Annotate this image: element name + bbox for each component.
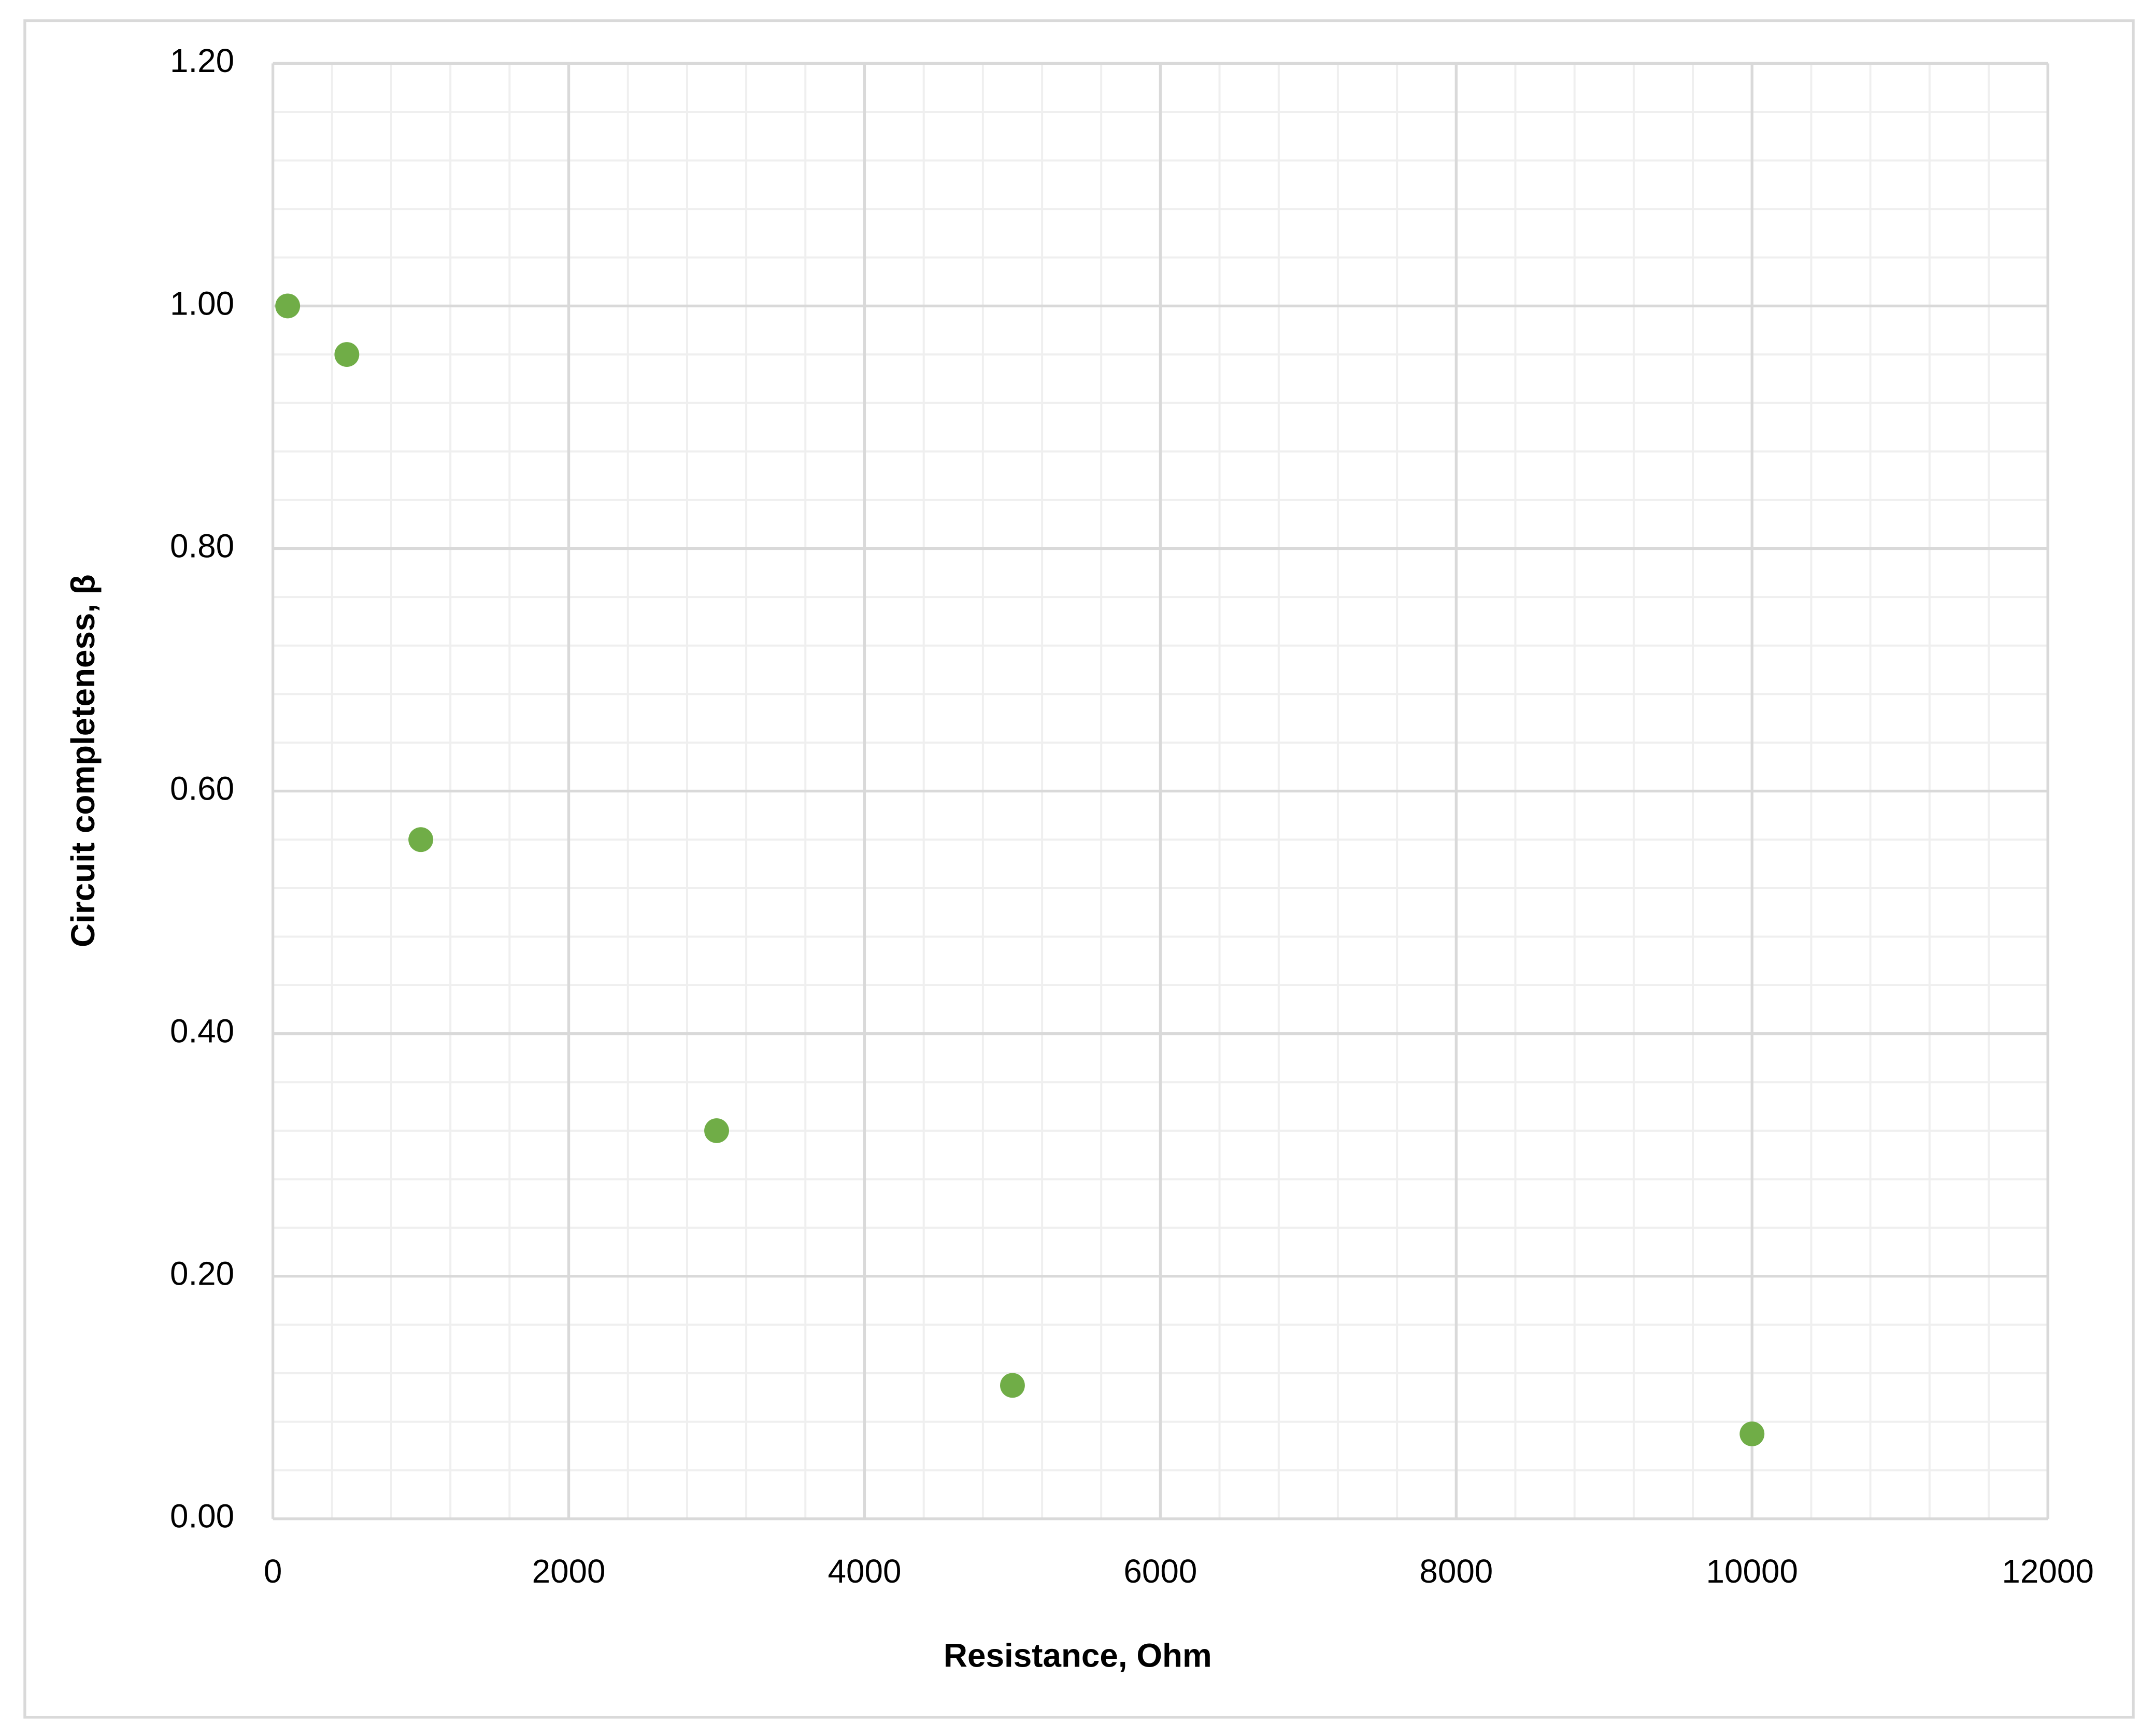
y-tick-label: 0.00 xyxy=(170,1498,234,1535)
x-axis-title: Resistance, Ohm xyxy=(944,1637,1212,1674)
data-point xyxy=(1739,1421,1765,1446)
marks xyxy=(275,293,1765,1446)
y-tick-label: 0.80 xyxy=(170,527,234,564)
x-tick-label: 6000 xyxy=(1123,1553,1197,1590)
grid xyxy=(271,62,2049,1520)
y-tick-label: 0.20 xyxy=(170,1255,234,1292)
y-axis-title: Circuit completeness, β xyxy=(64,574,102,947)
data-point xyxy=(334,342,360,367)
y-tick-label: 0.60 xyxy=(170,770,234,807)
data-point xyxy=(1000,1373,1025,1398)
x-tick-label: 8000 xyxy=(1419,1553,1493,1590)
x-tick-label: 10000 xyxy=(1706,1553,1798,1590)
chart-border xyxy=(23,19,2135,1719)
data-point xyxy=(275,293,301,319)
data-point xyxy=(408,827,434,852)
x-tick-label: 4000 xyxy=(828,1553,901,1590)
y-tick-label: 0.40 xyxy=(170,1013,234,1050)
y-tick-label: 1.00 xyxy=(170,284,234,322)
x-tick-label: 12000 xyxy=(2002,1553,2093,1590)
x-tick-label: 0 xyxy=(264,1553,282,1590)
x-tick-label: 2000 xyxy=(532,1553,606,1590)
data-point xyxy=(704,1118,729,1143)
y-tick-label: 1.20 xyxy=(170,42,234,79)
